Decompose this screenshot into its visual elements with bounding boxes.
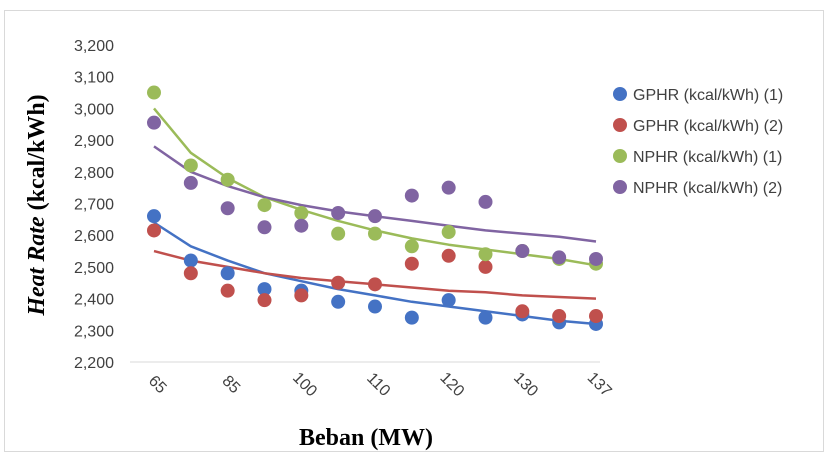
data-point: [589, 309, 603, 324]
data-point: [331, 294, 346, 309]
data-point: [589, 251, 603, 266]
y-tick-label: 2,400: [74, 292, 114, 309]
data-point: [368, 277, 382, 292]
y-tick-label: 2,300: [74, 323, 114, 340]
data-point: [331, 275, 346, 290]
x-tick-label: 137: [584, 369, 615, 400]
data-point: [478, 247, 493, 262]
data-point: [331, 206, 346, 221]
legend-label: GPHR (kcal/kWh) (2): [633, 118, 783, 135]
data-point: [147, 85, 161, 100]
x-axis-title: Beban (MW): [299, 425, 433, 451]
data-point: [441, 225, 456, 240]
y-tick-label: 2,700: [74, 197, 114, 214]
data-point: [552, 309, 567, 324]
data-point: [478, 310, 493, 325]
data-point: [257, 293, 272, 308]
data-point: [147, 223, 161, 238]
data-point: [404, 256, 419, 271]
data-point: [147, 209, 161, 224]
y-axis-title-italic: Heat Rate: [24, 216, 50, 317]
data-point: [220, 201, 235, 216]
data-point: [220, 283, 235, 298]
data-point: [515, 304, 530, 319]
legend-marker: [613, 149, 627, 163]
y-axis-ticks: 2,200 2,300 2,400 2,500 2,600 2,700 2,800 2,900…: [74, 38, 114, 372]
data-point: [257, 220, 272, 235]
data-point: [183, 175, 198, 190]
data-points: [147, 85, 603, 331]
data-point: [294, 288, 309, 303]
legend-marker: [613, 180, 627, 194]
x-tick-label: 120: [436, 369, 467, 400]
data-point: [368, 209, 382, 224]
data-point: [441, 180, 456, 195]
x-tick-label: 130: [510, 369, 541, 400]
data-point: [404, 188, 419, 203]
data-point: [441, 293, 456, 308]
legend-label: NPHR (kcal/kWh) (1): [633, 149, 782, 166]
y-axis-title-unit: (kcal/kWh): [24, 94, 50, 210]
y-tick-label: 2,900: [74, 133, 114, 150]
y-tick-label: 3,100: [74, 70, 114, 87]
trendline: [153, 107, 597, 267]
data-point: [331, 226, 346, 241]
data-point: [294, 206, 309, 221]
x-tick-label: 100: [289, 369, 320, 400]
y-tick-label: 2,200: [74, 355, 114, 372]
y-tick-label: 2,500: [74, 260, 114, 277]
y-tick-label: 2,600: [74, 228, 114, 245]
data-point: [220, 172, 235, 187]
data-point: [404, 310, 419, 325]
y-tick-label: 3,200: [74, 38, 114, 55]
data-point: [257, 198, 272, 213]
legend: GPHR (kcal/kWh) (1) GPHR (kcal/kWh) (2) NP…: [613, 87, 783, 197]
legend-marker: [613, 87, 627, 101]
data-point: [294, 218, 309, 233]
legend-label: GPHR (kcal/kWh) (1): [633, 87, 783, 104]
x-tick-label: 65: [145, 373, 170, 398]
data-point: [515, 244, 530, 259]
data-point: [478, 194, 493, 209]
x-tick-label: 85: [219, 373, 244, 398]
data-point: [368, 226, 382, 241]
y-tick-label: 3,000: [74, 101, 114, 118]
data-point: [220, 266, 235, 281]
y-axis-title: Heat Rate (kcal/kWh): [24, 94, 50, 316]
chart-frame: [4, 10, 824, 452]
data-point: [147, 115, 161, 130]
legend-label: NPHR (kcal/kWh) (2): [633, 180, 782, 197]
data-point: [478, 259, 493, 274]
y-tick-label: 2,800: [74, 165, 114, 182]
legend-marker: [613, 118, 627, 132]
x-tick-label: 110: [363, 370, 393, 400]
data-point: [404, 239, 419, 254]
data-point: [183, 266, 198, 281]
data-point: [552, 250, 567, 265]
data-point: [368, 299, 382, 314]
x-axis-ticks: 65 85 100 110 120 130 137: [145, 369, 615, 400]
data-point: [441, 248, 456, 263]
data-point: [183, 253, 198, 268]
data-point: [183, 158, 198, 173]
data-point: [257, 282, 272, 297]
